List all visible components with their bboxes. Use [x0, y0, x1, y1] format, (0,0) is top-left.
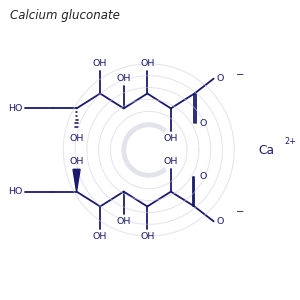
Text: OH: OH: [116, 217, 131, 226]
Text: OH: OH: [140, 232, 154, 241]
Text: −: −: [236, 70, 244, 80]
Text: HO: HO: [8, 104, 22, 113]
Text: OH: OH: [69, 157, 84, 166]
Text: Ca: Ca: [259, 143, 275, 157]
Text: 2+: 2+: [284, 136, 296, 146]
Text: HO: HO: [8, 187, 22, 196]
Text: OH: OH: [164, 134, 178, 143]
Polygon shape: [73, 169, 80, 192]
Text: O: O: [217, 217, 224, 226]
Text: OH: OH: [69, 134, 84, 143]
Text: −: −: [236, 207, 244, 217]
Text: OH: OH: [93, 232, 107, 241]
Text: OH: OH: [116, 74, 131, 83]
Text: O: O: [217, 74, 224, 83]
Text: Calcium gluconate: Calcium gluconate: [10, 9, 120, 22]
Text: O: O: [200, 172, 207, 181]
Text: OH: OH: [93, 59, 107, 68]
Text: O: O: [200, 119, 207, 128]
Text: OH: OH: [140, 59, 154, 68]
Text: OH: OH: [164, 157, 178, 166]
